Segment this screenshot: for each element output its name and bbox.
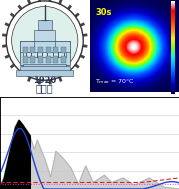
Bar [16, 70, 73, 76]
Bar [20, 41, 34, 52]
Text: 1920: 1920 [33, 76, 56, 85]
Bar [38, 20, 52, 29]
Bar [46, 47, 51, 53]
Bar [23, 52, 66, 57]
Bar [23, 56, 28, 63]
Text: 哈工大: 哈工大 [36, 84, 54, 94]
Bar [34, 29, 55, 41]
Bar [53, 56, 58, 63]
Bar [20, 41, 70, 64]
Bar [46, 56, 51, 63]
Bar [53, 47, 58, 53]
Bar [38, 47, 43, 53]
Bar [23, 47, 28, 53]
Bar [61, 56, 66, 63]
Text: 30s: 30s [96, 8, 112, 17]
Bar [61, 47, 66, 53]
Bar [30, 47, 35, 53]
Text: T$_{max}$ = 70°C: T$_{max}$ = 70°C [95, 77, 135, 86]
Bar [20, 66, 70, 71]
Bar [38, 56, 43, 63]
Bar [55, 41, 70, 52]
Bar [30, 56, 35, 63]
Circle shape [12, 6, 78, 75]
Bar [23, 64, 66, 67]
